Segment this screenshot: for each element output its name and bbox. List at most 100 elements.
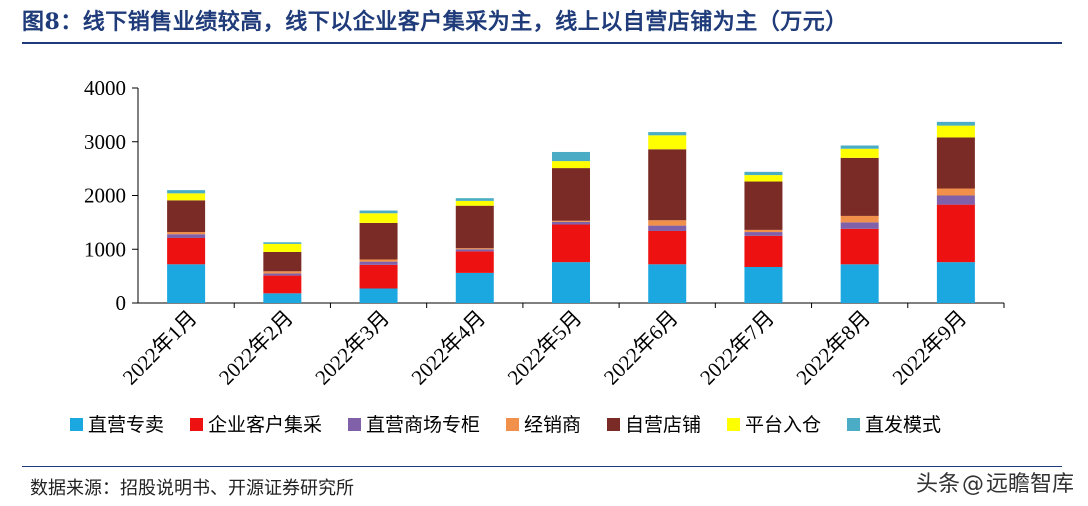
bar-segment [840,145,879,149]
bar-segment [648,264,687,303]
bar-segment [552,168,590,221]
legend-label: 直营专卖 [88,414,164,436]
bar-segment [359,261,398,265]
x-tick-label: 2022年3月 [310,306,394,390]
legend-label: 企业客户集采 [208,414,322,436]
bar-segment [744,229,783,233]
source-divider [22,466,1062,467]
bar-segment [167,234,206,238]
bar-segment [552,220,590,222]
x-tick-label: 2022年1月 [118,306,202,390]
bar-segment [263,293,302,303]
bar-segment [936,125,975,138]
watermark-name: 远瞻智库 [985,472,1074,497]
chart-title: 图8：线下销售业绩较高，线下以企业客户集采为主，线上以自营店铺为主（万元） [22,9,848,35]
y-tick-label: 0 [116,291,127,315]
bar-segment [167,237,206,265]
bar-segment [263,242,302,244]
bar-segment [840,215,879,223]
bar-segment [648,220,687,226]
bar-segment [263,251,302,272]
bar-segment [167,232,206,235]
watermark-prefix: 头条 [915,472,960,497]
bar-segment [552,224,590,263]
bar-segment [263,243,302,252]
bar-segment [263,271,302,274]
bar-segment [359,213,398,223]
x-tick-label: 2022年4月 [407,306,491,390]
bar-segment [744,235,783,267]
bar-segment [455,198,494,201]
bar-segment [936,121,975,126]
y-tick-label: 4000 [84,76,126,100]
bar-segment [359,288,398,303]
bar-segment [263,275,302,294]
legend-swatch [727,418,740,431]
bar-segment [840,222,879,229]
bar-segment [359,210,398,214]
title-divider [22,42,1062,44]
y-tick-label: 1000 [84,237,126,261]
legend-swatch [70,418,83,431]
x-tick-label: 2022年5月 [503,306,587,390]
bar-segment [648,135,687,150]
bar-segment [744,181,783,230]
legend-label: 经销商 [524,414,581,436]
bar-segment [744,171,783,176]
bar-segment [840,228,879,265]
legend-swatch [847,418,860,431]
legend-label: 自营店铺 [625,414,701,436]
bar-segment [648,132,687,136]
bar-segment [936,195,975,205]
bar-segment [552,161,590,169]
bar-segment [455,205,494,249]
x-tick-label: 2022年8月 [791,306,875,390]
legend-swatch [348,418,361,431]
bar-segment [359,259,398,262]
bar-segment [552,262,590,303]
bar-segment [455,249,494,252]
y-tick-label: 2000 [84,184,126,208]
bar-segment [167,200,206,233]
x-tick-label: 2022年9月 [888,306,972,390]
bar-segment [455,200,494,206]
watermark-at: @ [961,472,984,497]
bar-segment [744,266,783,303]
bar-segment [359,222,398,260]
bar-segment [936,188,975,196]
bar-segment [455,248,494,250]
bar-segment [744,232,783,236]
bar-segment [455,272,494,303]
bar-segment [167,190,206,194]
bar-segment [455,251,494,273]
bar-segment [167,264,206,303]
bar-segment [648,149,687,221]
legend-swatch [506,418,519,431]
legend-label: 直营商场专柜 [366,414,480,436]
legend-swatch [607,418,620,431]
bar-segment [263,273,302,276]
bar-segment [936,262,975,303]
bar-segment [648,225,687,231]
bar-segment [359,264,398,289]
legend-swatch [190,418,203,431]
x-tick-label: 2022年6月 [599,306,683,390]
source-note: 数据来源：招股说明书、开源证券研究所 [30,478,354,499]
bar-segment [936,137,975,189]
bar-segment [840,264,879,303]
legend-label: 平台入仓 [745,414,821,436]
watermark: 头条@远瞻智库 [916,466,1074,498]
bar-segment [744,175,783,182]
bar-segment [840,148,879,158]
bar-segment [552,151,590,162]
bar-segment [936,204,975,263]
x-tick-label: 2022年2月 [214,306,298,390]
y-tick-label: 3000 [84,130,126,154]
x-tick-label: 2022年7月 [695,306,779,390]
bar-segment [648,230,687,265]
bar-segment [840,157,879,216]
bar-segment [167,193,206,201]
legend-label: 直发模式 [865,414,941,436]
bar-segment [552,221,590,225]
